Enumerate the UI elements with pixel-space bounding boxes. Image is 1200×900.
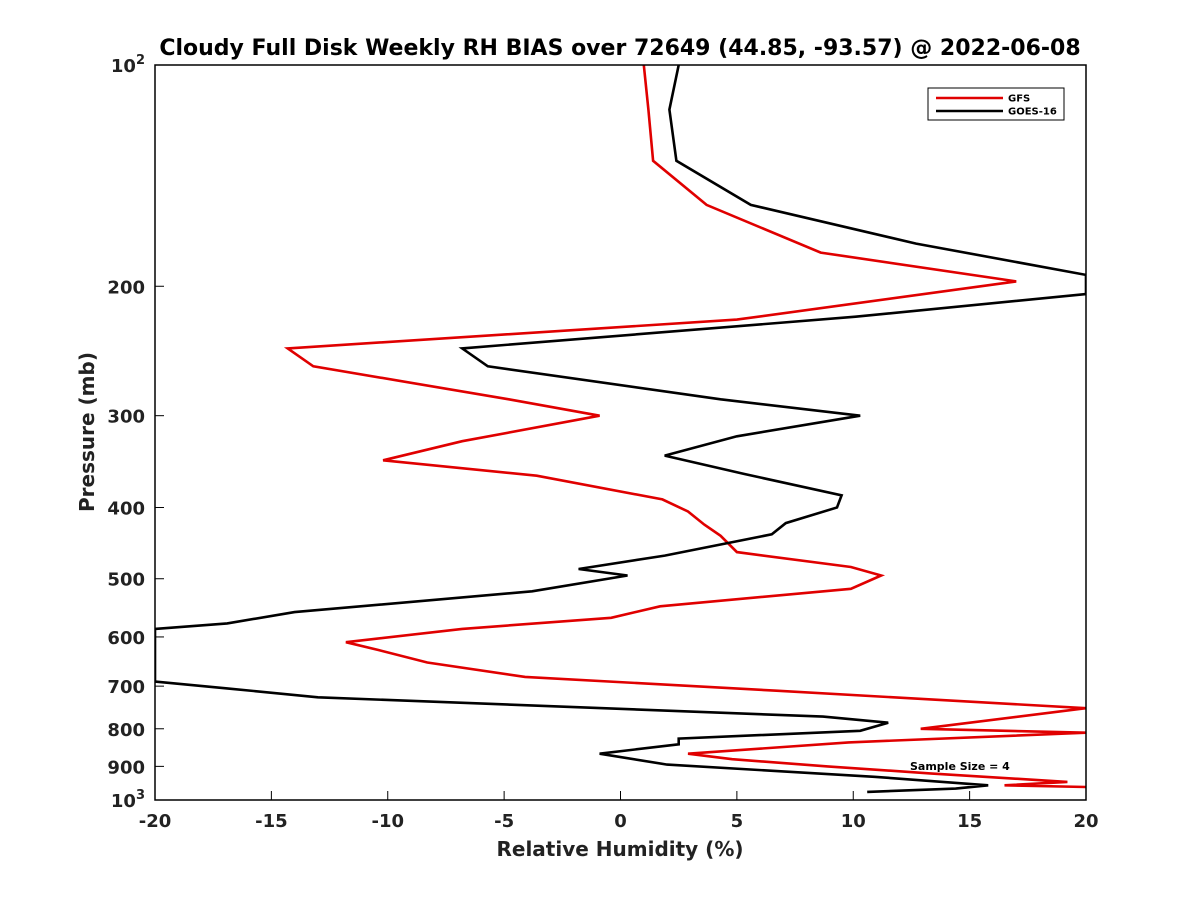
x-tick-label: -10 bbox=[371, 811, 404, 832]
x-tick-label: 20 bbox=[1073, 811, 1098, 832]
series-line-gfs bbox=[283, 65, 1086, 789]
chart-title: Cloudy Full Disk Weekly RH BIAS over 726… bbox=[159, 36, 1080, 61]
y-tick-label: 300 bbox=[107, 407, 145, 428]
x-axis-label: Relative Humidity (%) bbox=[496, 837, 743, 861]
y-tick-label: 700 bbox=[107, 677, 145, 698]
y-axis-ticks: 102 200 300 400 500 600 700 800 900 103 bbox=[107, 53, 164, 812]
y-tick-label: 600 bbox=[107, 628, 145, 649]
legend-label-goes16: GOES-16 bbox=[1008, 107, 1057, 118]
x-tick-label: 10 bbox=[841, 811, 866, 832]
y-axis-label: Pressure (mb) bbox=[75, 352, 99, 512]
y-tick-label: 900 bbox=[107, 757, 145, 778]
y-tick-label: 102 bbox=[111, 53, 145, 77]
y-tick-label: 500 bbox=[107, 570, 145, 591]
sample-size-annotation: Sample Size = 4 bbox=[910, 760, 1010, 773]
y-tick-label: 103 bbox=[111, 788, 145, 812]
y-tick-label: 800 bbox=[107, 720, 145, 741]
series-layer bbox=[155, 65, 1086, 794]
x-tick-label: 0 bbox=[614, 811, 627, 832]
x-tick-label: -5 bbox=[494, 811, 514, 832]
legend-label-gfs: GFS bbox=[1008, 94, 1030, 105]
x-tick-label: 5 bbox=[731, 811, 744, 832]
plot-frame bbox=[154, 64, 1087, 801]
x-tick-label: -20 bbox=[139, 811, 172, 832]
legend-box bbox=[927, 87, 1065, 121]
x-tick-label: 15 bbox=[957, 811, 982, 832]
x-axis-ticks: -20 -15 -10 -5 0 5 10 15 20 bbox=[139, 791, 1099, 832]
x-tick-label: -15 bbox=[255, 811, 288, 832]
y-tick-label: 400 bbox=[107, 499, 145, 520]
series-line-goes-16 bbox=[155, 65, 1086, 794]
y-tick-label: 200 bbox=[107, 277, 145, 298]
legend: GFS GOES-16 bbox=[927, 87, 1065, 121]
